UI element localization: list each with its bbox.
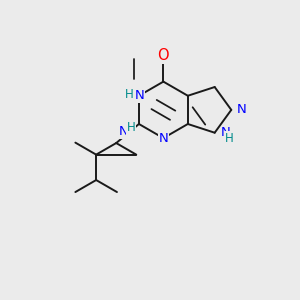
Text: N: N	[119, 125, 128, 138]
Text: H: H	[125, 88, 134, 101]
Text: H: H	[127, 121, 136, 134]
Text: N: N	[237, 103, 246, 116]
Text: N: N	[158, 132, 168, 145]
Text: N: N	[135, 89, 145, 102]
Text: O: O	[158, 48, 169, 63]
Text: H: H	[225, 132, 233, 145]
Text: N: N	[221, 126, 231, 139]
